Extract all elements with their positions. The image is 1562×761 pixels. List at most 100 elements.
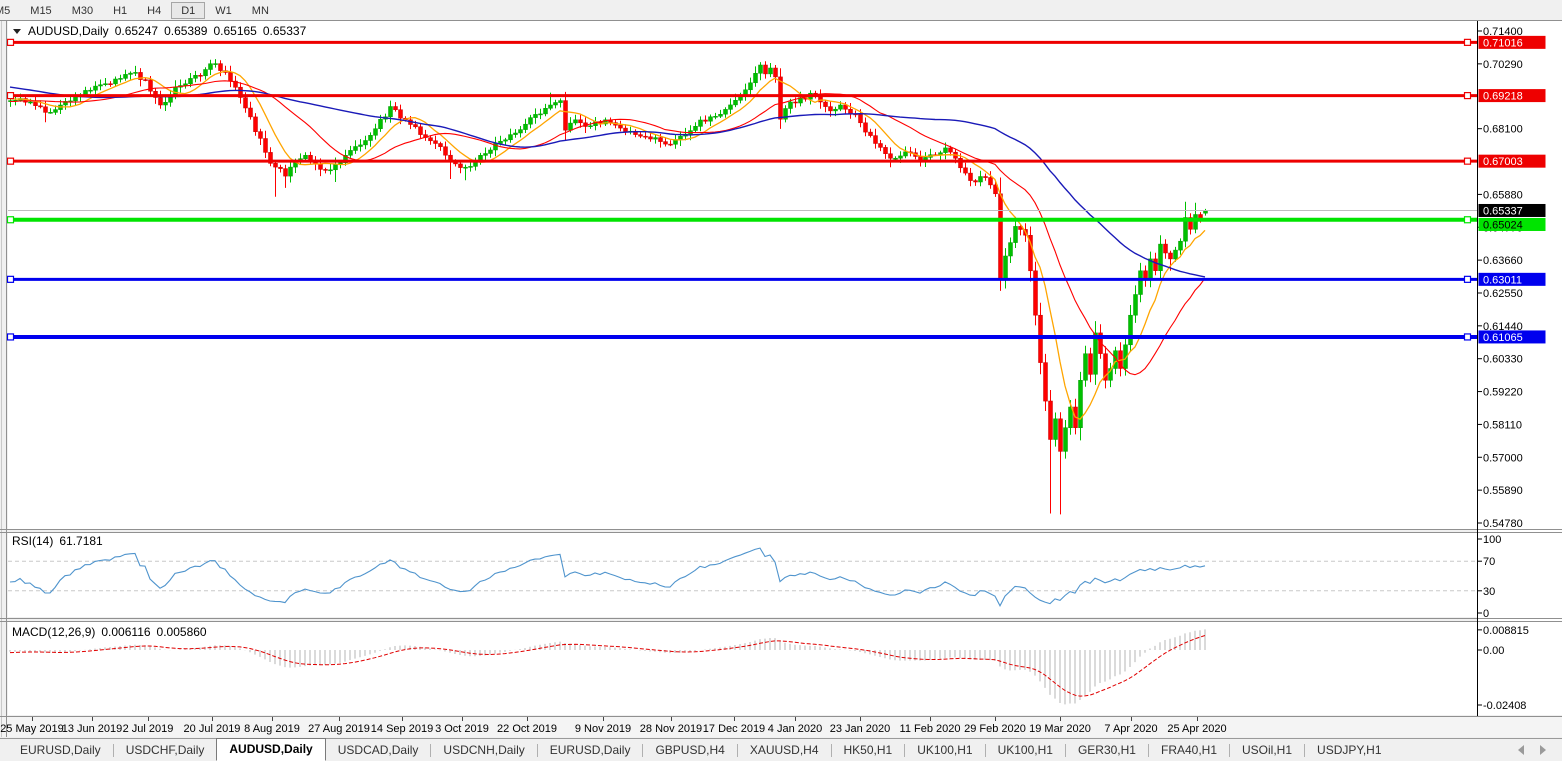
tabs-scroll-right-button[interactable] (1540, 745, 1546, 755)
candle-body (128, 72, 133, 75)
level-handle-right[interactable] (1463, 157, 1472, 165)
level-handle-right[interactable] (1463, 91, 1472, 100)
level-handle-left[interactable] (6, 216, 15, 224)
timeframe-button-M30[interactable]: M30 (71, 4, 94, 17)
price-badge-0.65024: 0.65024 (1478, 217, 1546, 231)
candle-body (1158, 243, 1163, 271)
tab-separator (1064, 743, 1066, 757)
chart-tab-USDCAD-Daily[interactable]: USDCAD,Daily (337, 743, 419, 757)
horizontal-level-0.63011[interactable] (6, 275, 1478, 283)
candle-body (768, 67, 773, 75)
candle-body (868, 131, 873, 136)
level-handle-right[interactable] (1463, 38, 1472, 46)
horizontal-level-0.65024[interactable] (6, 216, 1478, 224)
chart-tab-UK100-H1[interactable]: UK100,H1 (997, 743, 1053, 757)
candle-body (943, 147, 948, 153)
time-tick-label: 22 Oct 2019 (497, 723, 557, 735)
timeframe-button-H1[interactable]: H1 (113, 4, 128, 17)
price-tick-label: 0.62550 (1483, 288, 1523, 300)
level-handle-left[interactable] (6, 333, 15, 341)
price-badge-0.65337: 0.65337 (1478, 203, 1546, 217)
timeframe-button-D1[interactable]: D1 (171, 1, 206, 19)
horizontal-level-0.69218[interactable] (6, 91, 1478, 100)
price-tick-label: 0.55890 (1483, 485, 1523, 497)
chart-tab-USDCHF-Daily[interactable]: USDCHF,Daily (125, 743, 205, 757)
candle-body (273, 163, 278, 168)
level-handle-left[interactable] (6, 38, 15, 46)
price-axis-bg (1478, 21, 1562, 715)
candle-body (1128, 314, 1133, 346)
price-badge-0.63011: 0.63011 (1478, 272, 1546, 286)
chart-tab-UK100-H1[interactable]: UK100,H1 (917, 743, 973, 757)
tabs-scroll-left-button[interactable] (1518, 745, 1524, 755)
time-tick-label: 2 Jul 2019 (123, 723, 174, 735)
chart-tab-USDCNH-Daily[interactable]: USDCNH,Daily (443, 743, 525, 757)
timeframe-button-W1[interactable]: W1 (215, 4, 232, 17)
candle-body (753, 73, 758, 84)
macd-value-main: 0.006116 (101, 625, 151, 639)
candle-body (1058, 418, 1063, 452)
candle-body (573, 119, 578, 124)
candle-body (193, 75, 198, 79)
chart-tab-EURUSD-Daily[interactable]: EURUSD,Daily (20, 743, 101, 757)
horizontal-level-0.61065[interactable] (6, 333, 1478, 341)
price-badge-0.67003: 0.67003 (1478, 154, 1546, 168)
chart-tab-EURUSD-Daily[interactable]: EURUSD,Daily (549, 743, 631, 757)
chart-tabs-bar: EURUSD,Daily USDCHF,Daily AUDUSD,Daily USDC… (0, 737, 1562, 761)
candle-body (1013, 226, 1018, 243)
candle-body (708, 116, 713, 122)
candle-body (603, 119, 608, 125)
candle-body (393, 106, 398, 110)
level-handle-right[interactable] (1463, 275, 1472, 283)
chart-tab-FRA40-H1[interactable]: FRA40,H1 (1160, 743, 1218, 757)
time-tick-label: 17 Dec 2019 (703, 723, 765, 735)
time-tick-label: 29 Feb 2020 (964, 723, 1026, 735)
horizontal-level-0.67003[interactable] (6, 157, 1478, 165)
horizontal-level-0.71016[interactable] (6, 38, 1478, 46)
rsi-tick-label: 30 (1483, 586, 1495, 598)
candle-body (348, 150, 353, 156)
chart-tab-HK50-H1[interactable]: HK50,H1 (843, 743, 893, 757)
candle-body (1053, 418, 1058, 440)
candle-body (118, 78, 123, 80)
chart-tab-USDJPY-H1[interactable]: USDJPY,H1 (1317, 743, 1382, 757)
level-handle-left[interactable] (6, 91, 15, 100)
candle-body (373, 128, 378, 136)
candle-body (438, 143, 443, 147)
candle-body (548, 104, 553, 109)
level-handle-right[interactable] (1463, 333, 1472, 341)
ma-fast-line (9, 70, 1206, 420)
candle-body (483, 153, 488, 156)
level-handle-right[interactable] (1463, 216, 1472, 224)
timeframe-button-M5[interactable]: M5 (0, 4, 11, 17)
candle-body (883, 147, 888, 154)
level-handle-left[interactable] (6, 157, 15, 165)
chart-tab-GER30-H1[interactable]: GER30,H1 (1077, 743, 1136, 757)
candle-body (138, 72, 143, 80)
timeframe-button-MN[interactable]: MN (251, 4, 269, 17)
macd-value-signal: 0.005860 (156, 625, 207, 639)
candle-body (763, 64, 768, 75)
candle-body (458, 163, 463, 168)
tab-separator (642, 743, 644, 757)
chart-tab-GBPUSD-H4[interactable]: GBPUSD,H4 (655, 743, 725, 757)
candle-body (778, 76, 783, 120)
chart-tab-XAUUSD-H4[interactable]: XAUUSD,H4 (749, 743, 819, 757)
timeframe-button-M15[interactable]: M15 (30, 4, 52, 17)
candle-body (698, 119, 703, 127)
candle-body (993, 184, 998, 195)
candle-body (963, 167, 968, 174)
time-tick-label: 20 Jul 2019 (184, 723, 241, 735)
candle-body (213, 63, 218, 65)
quote-open: 0.65247 (114, 24, 159, 38)
chart-tab-USOil-H1[interactable]: USOil,H1 (1242, 743, 1293, 757)
timeframe-button-H4[interactable]: H4 (147, 4, 162, 17)
candle-body (238, 86, 243, 98)
rsi-value: 61.7181 (59, 534, 103, 548)
chart-dropdown-icon[interactable] (13, 28, 21, 34)
chart-tab-AUDUSD-Daily[interactable]: AUDUSD,Daily (216, 737, 326, 761)
tab-separator (830, 743, 832, 757)
candle-body (618, 124, 623, 129)
level-handle-left[interactable] (6, 275, 15, 283)
